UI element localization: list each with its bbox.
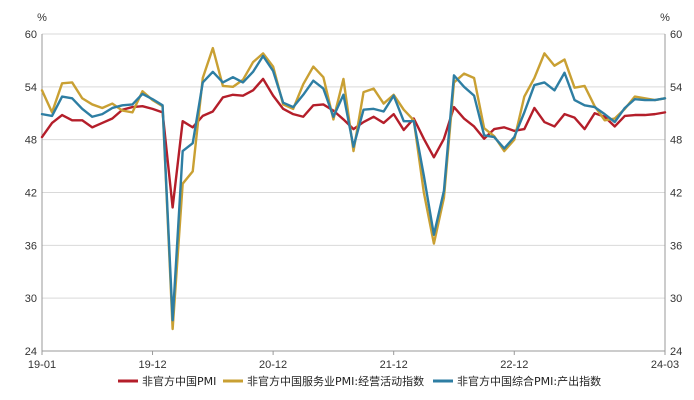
y-tick-right-42: 42 xyxy=(670,188,682,200)
y-tick-right-36: 36 xyxy=(670,240,682,252)
y-unit-left: % xyxy=(37,12,47,24)
x-tick-20-12: 20-12 xyxy=(259,359,287,371)
x-tick-24-03: 24-03 xyxy=(651,359,679,371)
y-tick-right-24: 24 xyxy=(670,346,682,358)
y-tick-left-60: 60 xyxy=(25,29,37,41)
x-tick-19-01: 19-01 xyxy=(28,359,56,371)
y-tick-left-36: 36 xyxy=(25,240,37,252)
y-tick-right-60: 60 xyxy=(670,29,682,41)
x-tick-19-12: 19-12 xyxy=(138,359,166,371)
y-tick-right-48: 48 xyxy=(670,135,682,147)
y-tick-right-30: 30 xyxy=(670,293,682,305)
series-line-3 xyxy=(40,54,667,322)
legend: 非官方中国PMI 非官方中国服务业PMI:经营活动指数 非官方中国综合PMI:产出指… xyxy=(118,374,601,388)
legend-label-1: 非官方中国PMI xyxy=(142,374,216,388)
series-line-2 xyxy=(40,46,667,331)
x-tick-21-12: 21-12 xyxy=(380,359,408,371)
y-tick-right-54: 54 xyxy=(670,82,682,94)
y-tick-left-48: 48 xyxy=(25,135,37,147)
x-tick-22-12: 22-12 xyxy=(500,359,528,371)
legend-label-2: 非官方中国服务业PMI:经营活动指数 xyxy=(247,374,424,388)
legend-label-3: 非官方中国综合PMI:产出指数 xyxy=(457,374,601,388)
y-tick-left-30: 30 xyxy=(25,293,37,305)
gridlines xyxy=(42,33,665,299)
series-lines xyxy=(40,46,667,331)
y-unit-right: % xyxy=(660,12,670,24)
y-tick-left-54: 54 xyxy=(25,82,37,94)
axes: 24 24 30 30 36 36 42 42 48 48 54 54 60 60% % 19-01 19-12… xyxy=(25,12,683,371)
y-tick-left-42: 42 xyxy=(25,188,37,200)
series-line-1 xyxy=(40,77,667,209)
y-tick-left-24: 24 xyxy=(25,346,37,358)
